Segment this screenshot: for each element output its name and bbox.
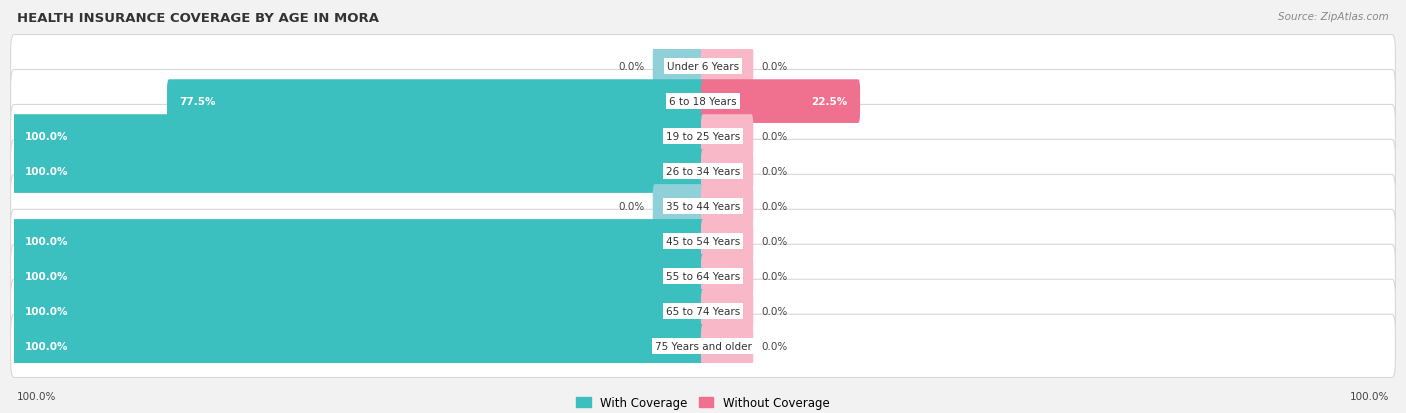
FancyBboxPatch shape — [13, 324, 704, 368]
Text: 26 to 34 Years: 26 to 34 Years — [666, 166, 740, 177]
FancyBboxPatch shape — [702, 150, 754, 193]
Text: 100.0%: 100.0% — [24, 306, 67, 316]
FancyBboxPatch shape — [652, 185, 704, 228]
FancyBboxPatch shape — [11, 244, 1395, 308]
FancyBboxPatch shape — [11, 105, 1395, 169]
Text: 35 to 44 Years: 35 to 44 Years — [666, 202, 740, 211]
FancyBboxPatch shape — [652, 45, 704, 89]
Text: 100.0%: 100.0% — [24, 132, 67, 142]
FancyBboxPatch shape — [702, 220, 754, 263]
Text: Source: ZipAtlas.com: Source: ZipAtlas.com — [1278, 12, 1389, 22]
FancyBboxPatch shape — [13, 220, 704, 263]
Text: 77.5%: 77.5% — [180, 97, 217, 107]
FancyBboxPatch shape — [13, 290, 704, 333]
Text: 100.0%: 100.0% — [24, 236, 67, 247]
FancyBboxPatch shape — [167, 80, 704, 123]
FancyBboxPatch shape — [11, 314, 1395, 377]
Text: 100.0%: 100.0% — [24, 166, 67, 177]
FancyBboxPatch shape — [702, 290, 754, 333]
FancyBboxPatch shape — [11, 210, 1395, 273]
FancyBboxPatch shape — [11, 175, 1395, 238]
Text: 45 to 54 Years: 45 to 54 Years — [666, 236, 740, 247]
Text: 0.0%: 0.0% — [762, 271, 787, 281]
Text: 0.0%: 0.0% — [619, 202, 644, 211]
Text: 65 to 74 Years: 65 to 74 Years — [666, 306, 740, 316]
Text: 75 Years and older: 75 Years and older — [655, 341, 751, 351]
FancyBboxPatch shape — [702, 254, 754, 298]
FancyBboxPatch shape — [11, 70, 1395, 133]
Text: 100.0%: 100.0% — [17, 391, 56, 401]
FancyBboxPatch shape — [13, 254, 704, 298]
FancyBboxPatch shape — [702, 80, 860, 123]
FancyBboxPatch shape — [702, 45, 754, 89]
Text: 0.0%: 0.0% — [762, 341, 787, 351]
Text: HEALTH INSURANCE COVERAGE BY AGE IN MORA: HEALTH INSURANCE COVERAGE BY AGE IN MORA — [17, 12, 378, 25]
Text: 0.0%: 0.0% — [762, 62, 787, 72]
Text: 0.0%: 0.0% — [619, 62, 644, 72]
FancyBboxPatch shape — [702, 324, 754, 368]
FancyBboxPatch shape — [11, 140, 1395, 203]
Text: 0.0%: 0.0% — [762, 166, 787, 177]
Text: 100.0%: 100.0% — [24, 271, 67, 281]
Text: Under 6 Years: Under 6 Years — [666, 62, 740, 72]
Text: 0.0%: 0.0% — [762, 202, 787, 211]
Text: 0.0%: 0.0% — [762, 306, 787, 316]
Text: 19 to 25 Years: 19 to 25 Years — [666, 132, 740, 142]
Text: 0.0%: 0.0% — [762, 236, 787, 247]
FancyBboxPatch shape — [13, 150, 704, 193]
Text: 6 to 18 Years: 6 to 18 Years — [669, 97, 737, 107]
Text: 22.5%: 22.5% — [811, 97, 848, 107]
FancyBboxPatch shape — [11, 36, 1395, 99]
Text: 55 to 64 Years: 55 to 64 Years — [666, 271, 740, 281]
Text: 0.0%: 0.0% — [762, 132, 787, 142]
FancyBboxPatch shape — [11, 280, 1395, 343]
Text: 100.0%: 100.0% — [1350, 391, 1389, 401]
FancyBboxPatch shape — [702, 115, 754, 159]
FancyBboxPatch shape — [13, 115, 704, 159]
Legend: With Coverage, Without Coverage: With Coverage, Without Coverage — [572, 392, 834, 413]
FancyBboxPatch shape — [702, 185, 754, 228]
Text: 100.0%: 100.0% — [24, 341, 67, 351]
